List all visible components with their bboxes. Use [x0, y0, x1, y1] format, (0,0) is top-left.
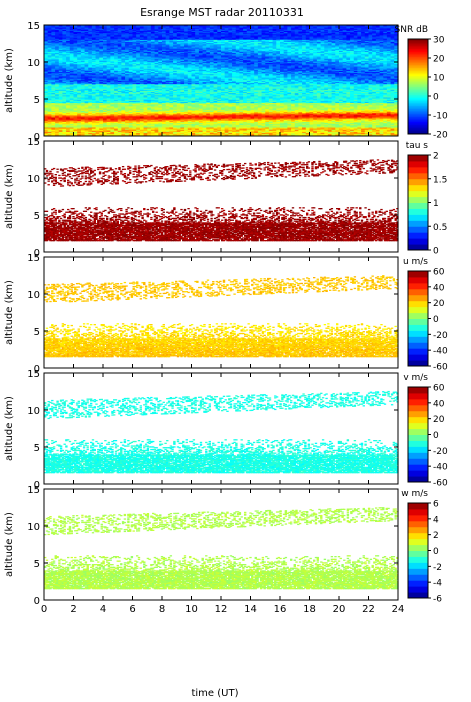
figure-title: Esrange MST radar 20110331: [140, 6, 304, 19]
heatmap-cells: [44, 25, 399, 136]
